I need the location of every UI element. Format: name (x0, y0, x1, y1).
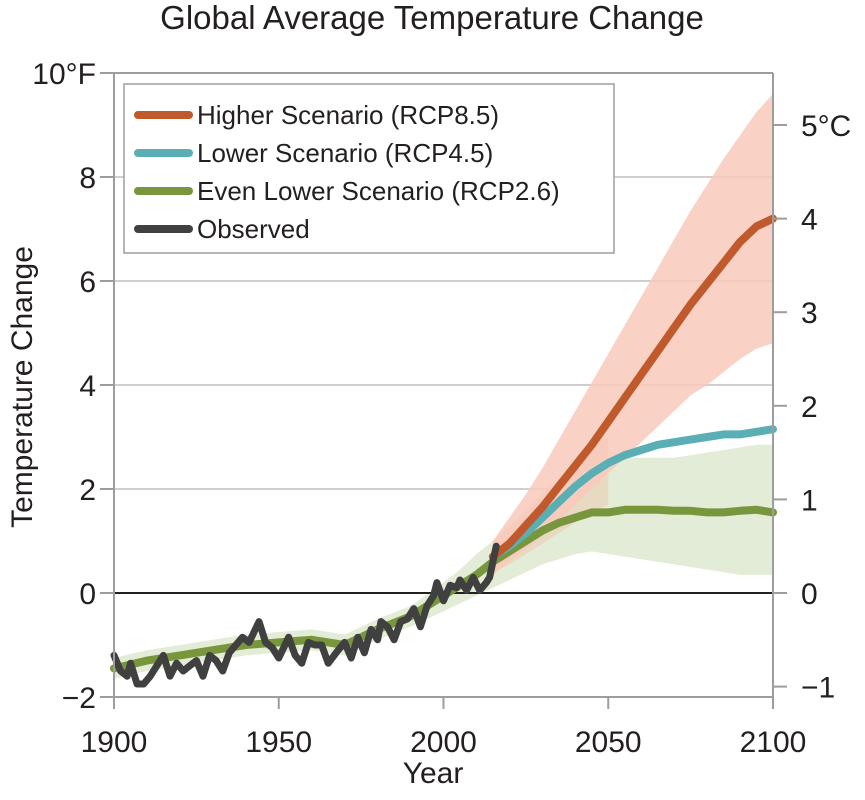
y-tick-label: 10°F (32, 58, 96, 91)
legend-label-rcp85: Higher Scenario (RCP8.5) (197, 100, 499, 130)
series-line-rcp85 (488, 214, 777, 561)
x-tick-label: 1900 (81, 726, 148, 759)
y-tick-label: 6 (79, 266, 96, 299)
series-line-observed (110, 542, 500, 688)
series-lines (110, 214, 777, 688)
x-tick-label: 1950 (245, 726, 312, 759)
y2-tick-label: 3 (801, 297, 818, 330)
series-line-rcp45 (488, 425, 777, 561)
y-axis-label: Temperature Change (6, 246, 39, 528)
y-tick-label: 2 (79, 474, 96, 507)
y2-tick-label: −1 (801, 672, 835, 705)
y2-tick-label: 1 (801, 484, 818, 517)
legend-label-rcp26: Even Lower Scenario (RCP2.6) (197, 176, 560, 206)
y-tick-label: 8 (79, 162, 96, 195)
y2-tick-label: 5°C (801, 110, 851, 143)
legend-label-observed: Observed (197, 214, 310, 244)
series-line-rcp26 (110, 505, 777, 673)
y2-tick-label: 2 (801, 391, 818, 424)
x-tick-label: 2050 (575, 726, 642, 759)
legend-label-rcp45: Lower Scenario (RCP4.5) (197, 138, 493, 168)
chart-title: Global Average Temperature Change (160, 0, 704, 36)
band-rcp85 (492, 93, 773, 575)
legend-box (123, 83, 615, 254)
band-rcp26 (114, 444, 773, 679)
y-tick-label: 0 (79, 578, 96, 611)
legend: Higher Scenario (RCP8.5) Lower Scenario (… (123, 83, 615, 254)
y2-tick-label: 4 (801, 204, 818, 237)
x-tick-label: 2000 (410, 726, 477, 759)
x-axis-label: Year (403, 757, 464, 790)
x-tick-label: 2100 (740, 726, 807, 759)
axes (100, 72, 787, 709)
tick-labels: −2 0 2 4 6 8 10°F −1 0 1 2 3 4 5°C 1900 1950 2000 2050 210… (32, 58, 851, 759)
y2-tick-label: 0 (801, 578, 818, 611)
y-tick-label: 4 (79, 370, 96, 403)
y-tick-label: −2 (62, 682, 96, 715)
